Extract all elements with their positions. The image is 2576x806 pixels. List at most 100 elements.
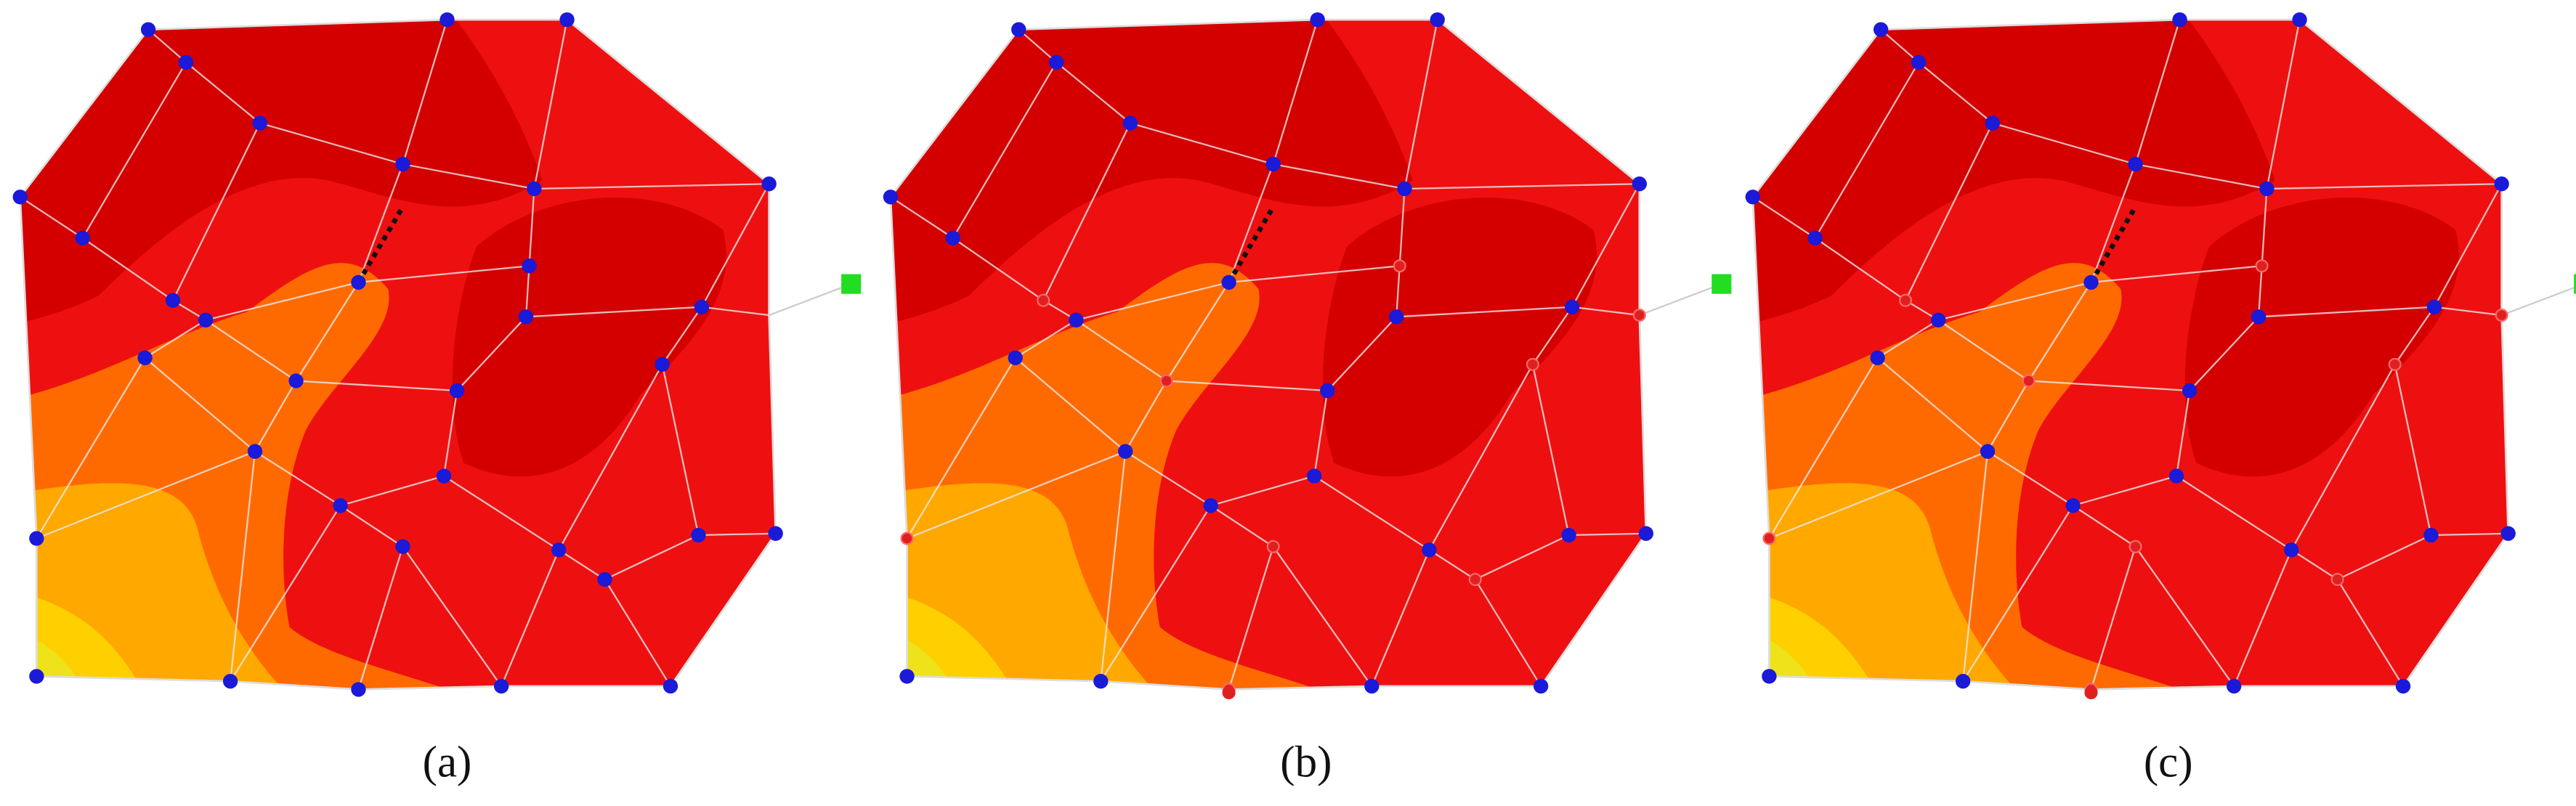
node (2284, 542, 2299, 558)
mesh-edge (82, 237, 174, 301)
mesh-edge (456, 316, 527, 391)
mesh-edge (1571, 306, 1640, 317)
mesh-edge (2266, 19, 2301, 190)
node-red (2330, 572, 2344, 587)
node (1306, 468, 1322, 484)
mesh-edge (259, 122, 403, 166)
mesh-edge (558, 364, 663, 550)
node (2065, 498, 2081, 513)
mesh-edge (1937, 281, 2091, 321)
mesh-edge (952, 62, 1058, 239)
node (1320, 383, 1335, 399)
mesh-edge (1880, 28, 1919, 63)
field (890, 20, 1646, 690)
mesh-edge (1814, 62, 1920, 239)
node-red (2495, 309, 2508, 322)
mesh-edge (1165, 282, 1230, 382)
node (1762, 669, 1777, 684)
mesh-edge (2073, 475, 2177, 507)
mesh-edge (36, 450, 256, 540)
node (2251, 309, 2267, 325)
node (2182, 383, 2198, 399)
mesh-edge (1228, 265, 1400, 283)
mesh-edge (1015, 319, 1077, 359)
node (899, 669, 915, 684)
mesh-edge (402, 163, 535, 190)
mesh-edge (2176, 475, 2292, 551)
node (663, 678, 679, 694)
mesh-edge (2233, 549, 2293, 687)
anchor (1712, 274, 1732, 294)
node (1533, 678, 1549, 694)
node (351, 274, 366, 290)
mesh-edge (81, 62, 187, 239)
node (694, 299, 710, 314)
node (1430, 12, 1445, 28)
node (1364, 678, 1380, 694)
crack (356, 205, 405, 284)
node (198, 312, 214, 328)
mesh-edge (2175, 390, 2191, 476)
node (2292, 12, 2307, 28)
node-red (1632, 309, 1646, 322)
node (1389, 309, 1404, 325)
mesh-edge (1531, 306, 1573, 365)
mesh-edge (296, 380, 458, 392)
mesh-edge (1327, 316, 1398, 391)
node-red (1898, 293, 1913, 307)
node (1265, 156, 1281, 172)
node (137, 350, 153, 366)
mesh-edge (524, 266, 530, 317)
node-red (1526, 357, 1539, 371)
mesh-edge (501, 549, 560, 687)
mesh-edge (1272, 19, 1319, 165)
node (75, 230, 90, 245)
mesh-edge (1042, 123, 1131, 301)
mesh-edge (2257, 266, 2263, 317)
node (761, 176, 777, 192)
mesh-edge (2434, 306, 2502, 317)
node (1873, 22, 1889, 37)
crack (2089, 205, 2138, 284)
node (1122, 115, 1138, 131)
mesh-edge (525, 306, 702, 318)
node (2259, 181, 2275, 197)
node (551, 542, 567, 558)
mesh-edge (443, 475, 559, 551)
node (2226, 678, 2242, 694)
node (1985, 115, 2001, 131)
node (2494, 176, 2509, 192)
mesh-edge (1876, 357, 1988, 452)
mesh-edge (2028, 282, 2092, 382)
node-red (1266, 540, 1280, 553)
mesh-edge (1428, 549, 1476, 580)
node (140, 22, 156, 37)
mesh-edge (1371, 549, 1430, 687)
node (1561, 527, 1576, 543)
mesh-edge (1100, 451, 1127, 682)
mesh-edge (1210, 505, 1274, 547)
mesh-edge (1056, 62, 1131, 124)
mesh-edge (357, 163, 404, 283)
node (252, 115, 267, 131)
node-red (1037, 293, 1050, 307)
mesh-edge (2394, 306, 2435, 365)
mesh-edge (2028, 380, 2190, 392)
field (1752, 20, 2508, 690)
node (1310, 12, 1325, 28)
node-red (1222, 685, 1236, 700)
node (493, 678, 509, 694)
mesh-edge (1531, 364, 1570, 536)
node (1093, 674, 1109, 689)
mesh-edge (1815, 237, 1906, 301)
mesh-edge (402, 546, 503, 687)
mesh-edge (2394, 364, 2432, 536)
mesh-edge (661, 364, 700, 536)
node (247, 444, 263, 459)
node (518, 309, 534, 325)
node (1118, 444, 1133, 459)
node (1955, 674, 1971, 689)
mesh-edge (1768, 357, 1879, 540)
